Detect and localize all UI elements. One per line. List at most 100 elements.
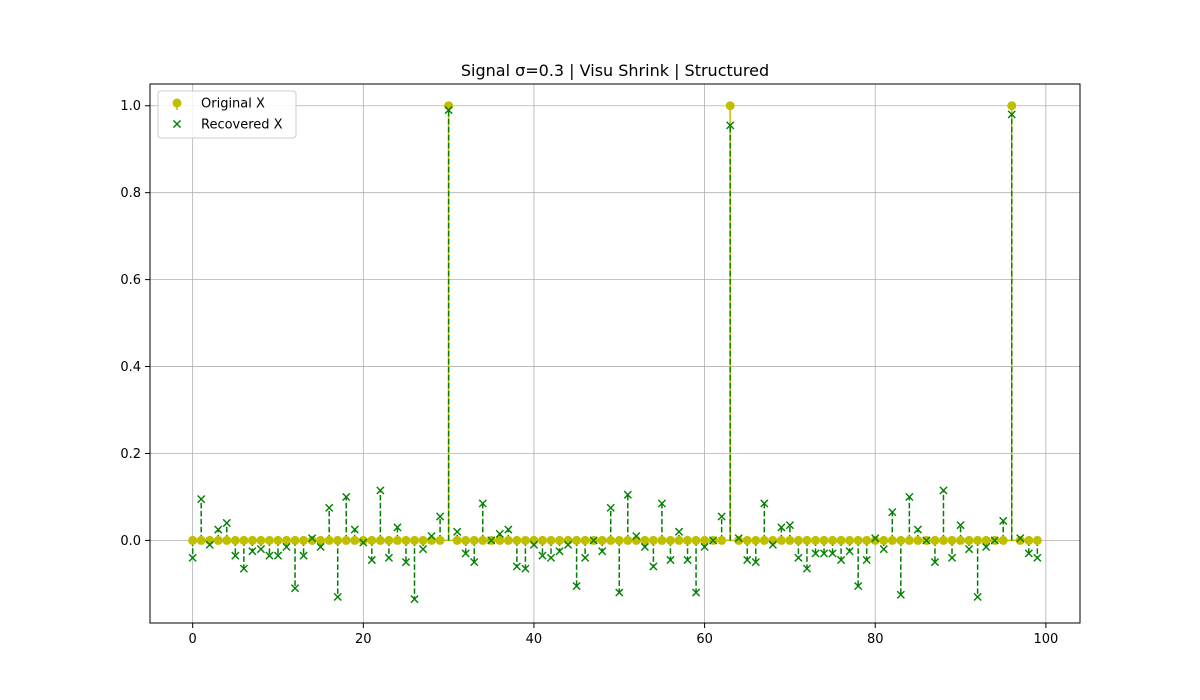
original-point <box>904 535 914 545</box>
recovered-point <box>512 562 521 571</box>
recovered-point <box>956 521 965 530</box>
original-point <box>230 535 240 545</box>
y-tick-label: 0.2 <box>120 447 141 462</box>
original-point <box>836 535 846 545</box>
recovered-point <box>205 540 214 549</box>
recovered-point <box>811 549 820 558</box>
recovered-point <box>325 503 334 512</box>
original-point <box>998 535 1008 545</box>
recovered-point <box>197 495 206 504</box>
original-point <box>981 535 991 545</box>
x-stroke <box>1007 110 1016 119</box>
recovered-point <box>862 555 871 565</box>
original-point <box>870 535 880 545</box>
original-point <box>887 535 897 545</box>
x-stroke <box>828 549 837 558</box>
recovered-point <box>964 545 974 554</box>
x-stroke <box>504 525 513 534</box>
original-point <box>759 535 769 545</box>
original-point <box>742 535 752 545</box>
x-stroke <box>768 540 777 549</box>
x-stroke <box>546 553 556 562</box>
x-tick-label: 100 <box>1033 632 1058 647</box>
original-point <box>674 535 684 545</box>
recovered-point <box>1016 534 1025 543</box>
recovered-point <box>657 499 667 508</box>
original-point <box>503 535 513 545</box>
recovered-point <box>256 545 266 554</box>
x-stroke <box>683 555 692 565</box>
x-stroke <box>598 547 607 556</box>
recovered-point <box>401 558 411 567</box>
original-point <box>700 535 710 545</box>
recovered-point <box>615 588 624 597</box>
recovered-point <box>478 499 487 508</box>
x-stroke <box>666 555 675 565</box>
original-point <box>546 535 556 545</box>
x-stroke <box>444 105 453 115</box>
x-stroke <box>555 547 564 556</box>
x-stroke <box>359 538 368 547</box>
x-stroke <box>529 540 539 549</box>
original-point <box>665 535 675 545</box>
recovered-point <box>819 549 829 558</box>
recovered-point <box>529 540 539 549</box>
legend: Original X Recovered X <box>157 90 297 139</box>
original-point <box>375 535 385 545</box>
original-point <box>341 535 351 545</box>
x-tick-label: 0 <box>189 632 197 647</box>
original-point <box>264 535 274 545</box>
original-point <box>529 535 539 545</box>
x-stroke <box>521 564 530 573</box>
y-tick-label: 0.4 <box>120 360 141 375</box>
recovered-point <box>828 549 837 558</box>
recovered-point <box>691 588 701 597</box>
original-point <box>930 535 940 545</box>
original-point <box>811 535 821 545</box>
recovered-point <box>555 547 564 556</box>
original-point <box>537 535 547 545</box>
x-stroke <box>290 584 300 593</box>
markers <box>188 101 1042 604</box>
recovered-point <box>487 536 496 545</box>
x-stroke <box>606 503 615 512</box>
original-point <box>734 535 744 545</box>
x-stroke <box>649 562 658 571</box>
x-stroke <box>709 536 718 545</box>
axis-ticks: 0 20 40 60 80 100 0.0 0.2 0.4 0.6 0.8 1.0 <box>120 99 1058 647</box>
original-point <box>247 535 257 545</box>
x-stroke <box>188 553 197 562</box>
recovered-point <box>879 545 888 554</box>
recovered-point <box>743 555 752 565</box>
recovered-point <box>188 553 197 562</box>
recovered-point <box>760 499 769 508</box>
original-point <box>1007 101 1017 111</box>
x-stroke <box>819 549 829 558</box>
x-tick-label: 60 <box>696 632 713 647</box>
x-stroke <box>734 534 743 543</box>
original-point <box>290 535 300 545</box>
recovered-point <box>333 592 342 602</box>
original-point <box>938 535 948 545</box>
recovered-point <box>623 490 632 499</box>
recovered-point <box>666 555 675 565</box>
original-point <box>896 535 906 545</box>
original-point <box>256 535 266 545</box>
x-stroke <box>751 558 760 567</box>
recovered-point <box>726 121 735 130</box>
x-stroke <box>453 527 462 536</box>
original-point <box>350 535 360 545</box>
recovered-point <box>896 590 905 599</box>
recovered-point <box>427 531 436 541</box>
original-point <box>973 535 983 545</box>
x-stroke <box>410 594 419 604</box>
original-point <box>853 535 863 545</box>
original-point <box>478 535 488 545</box>
x-stroke <box>879 545 888 554</box>
x-tick-label: 40 <box>526 632 543 647</box>
x-stroke <box>214 525 223 534</box>
recovered-point <box>273 551 283 560</box>
recovered-point <box>990 536 999 545</box>
recovered-point <box>922 536 931 545</box>
